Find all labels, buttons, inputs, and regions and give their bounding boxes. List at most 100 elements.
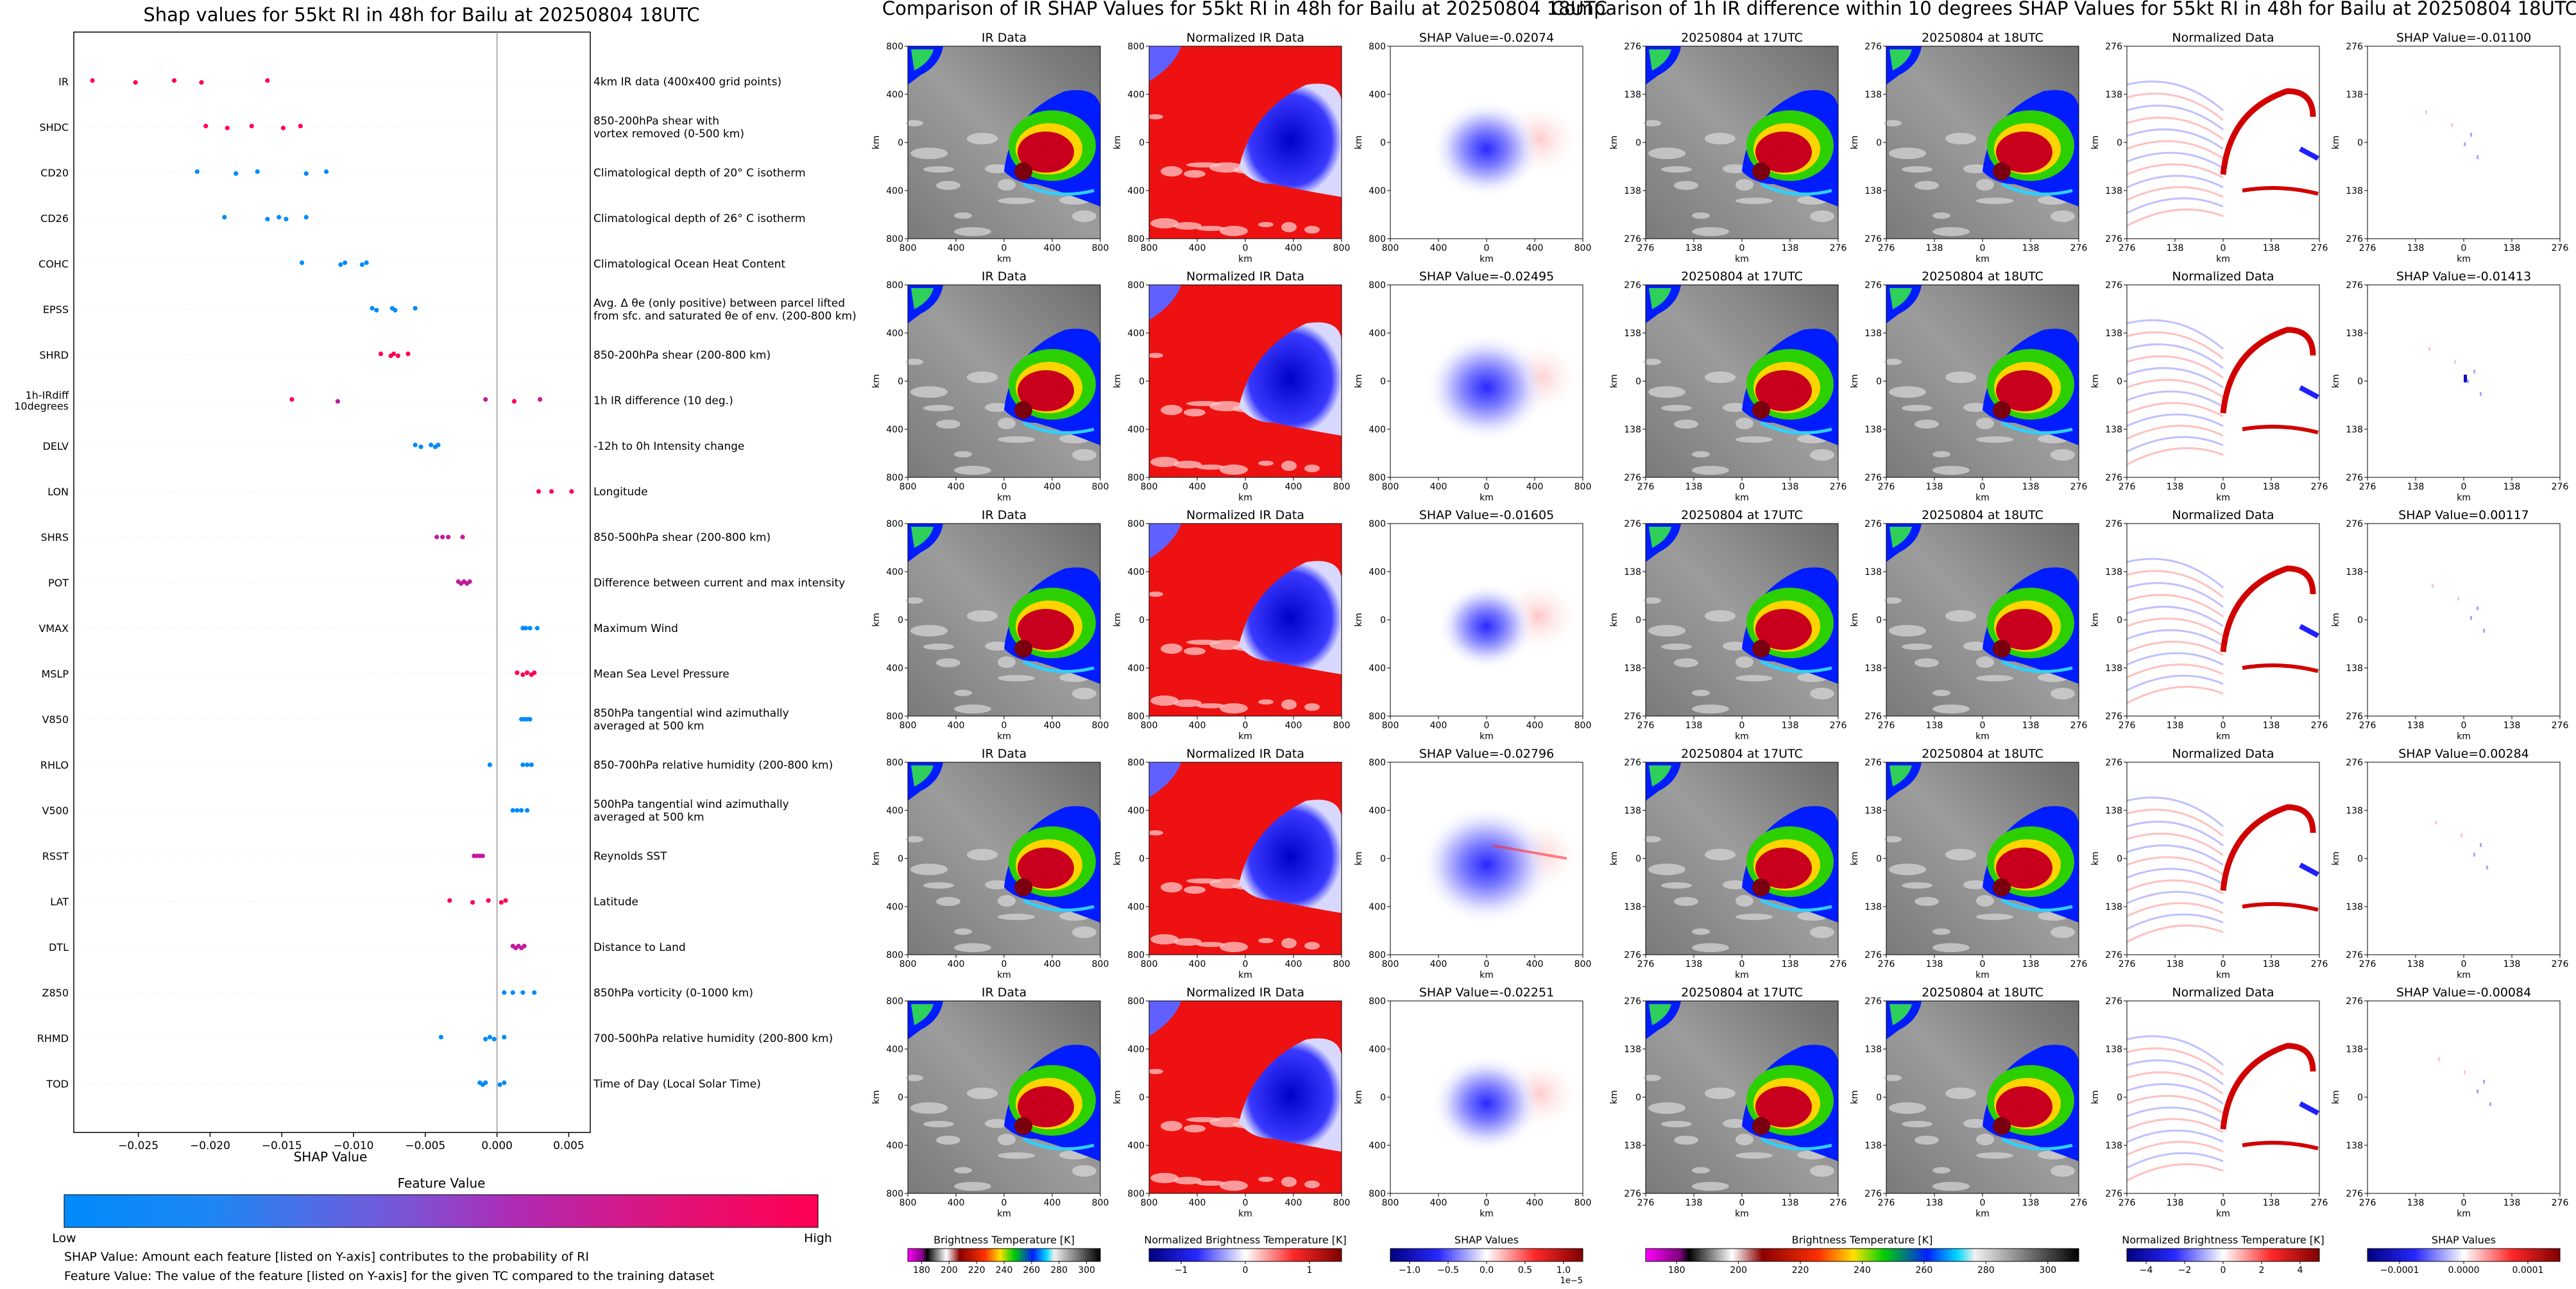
y-axis-label: km xyxy=(1354,1090,1364,1104)
cloud-streak xyxy=(1723,880,1747,889)
normalized-streak xyxy=(1258,222,1274,227)
x-tick-label: 0 xyxy=(1739,1198,1745,1208)
x-axis-label: km xyxy=(2216,970,2230,980)
x-tick-label: 276 xyxy=(2070,959,2088,969)
colorbar-tick-label: 1 xyxy=(1307,1265,1313,1276)
y-tick-label: 276 xyxy=(2346,712,2363,722)
y-tick-label: 276 xyxy=(1624,473,1641,483)
cloud-streak xyxy=(1723,403,1747,412)
subplot-title: IR Data xyxy=(982,747,1027,761)
x-tick-label: 138 xyxy=(1926,1198,1943,1208)
colorbar-tick-label: 240 xyxy=(1854,1265,1871,1276)
x-tick-label: 276 xyxy=(2359,1198,2376,1208)
storm-core xyxy=(1752,1117,1770,1135)
subplot-title: SHAP Value=-0.02074 xyxy=(1419,31,1554,45)
cloud-streak xyxy=(923,644,954,650)
y-axis-label: km xyxy=(2090,374,2101,388)
x-tick-label: 138 xyxy=(1782,243,1799,253)
x-axis-label: km xyxy=(1975,731,1990,742)
shap-point xyxy=(249,123,254,129)
cloud-streak xyxy=(2051,688,2075,699)
y-tick-label: 138 xyxy=(2346,1045,2363,1055)
storm-core xyxy=(1014,640,1032,658)
x-tick-label: 276 xyxy=(2311,959,2328,969)
x-tick-label: 138 xyxy=(2167,959,2184,969)
irdiff-image xyxy=(1884,1000,2079,1194)
feature-description-label: Latitude xyxy=(593,896,638,909)
cloud-streak xyxy=(1945,371,1976,383)
y-axis-label: km xyxy=(2331,1090,2341,1104)
y-tick-label: 400 xyxy=(1369,186,1386,196)
y-tick-label: 400 xyxy=(1369,90,1386,100)
shap-point xyxy=(90,78,95,83)
cloud-streak xyxy=(1736,1152,1773,1159)
y-tick-label: 800 xyxy=(886,234,903,244)
x-tick-label: 138 xyxy=(2407,1198,2425,1208)
rain-band xyxy=(1022,421,1095,435)
normdiff-streak xyxy=(2126,163,2224,179)
cloud-streak xyxy=(910,864,948,875)
x-axis-label: km xyxy=(1975,970,1990,980)
y-axis-label: km xyxy=(1354,851,1364,866)
y-tick-label: 800 xyxy=(886,950,903,960)
x-axis-label: km xyxy=(1480,970,1494,980)
normalized-diff-image xyxy=(2126,46,2320,239)
storm-red xyxy=(1755,132,1812,173)
shap-point xyxy=(483,397,488,402)
x-tick-label: 0 xyxy=(2461,1198,2467,1208)
subplot-title: Normalized Data xyxy=(2172,508,2274,522)
shap-point xyxy=(523,626,528,631)
convection-core xyxy=(1649,527,1671,548)
y-tick-label: 138 xyxy=(2346,902,2363,912)
cloud-streak xyxy=(1736,198,1773,204)
cloud-streak xyxy=(1902,405,1932,411)
shap-point xyxy=(447,898,452,903)
storm-core xyxy=(1993,878,2011,896)
cloud-streak xyxy=(923,166,954,173)
normdiff-band xyxy=(2220,1043,2316,1130)
normalized-streak xyxy=(1184,886,1206,894)
x-tick-label: 0.000 xyxy=(481,1140,513,1152)
shap-point xyxy=(515,808,520,813)
cloud-streak xyxy=(1723,642,1747,651)
y-tick-label: 800 xyxy=(886,473,903,483)
x-tick-label: 800 xyxy=(1382,959,1399,969)
x-tick-label: 400 xyxy=(948,1198,965,1208)
normdiff-blue xyxy=(2299,624,2319,638)
y-tick-label: 0 xyxy=(1635,377,1641,387)
cloud-streak xyxy=(1705,610,1736,622)
subplot-title: 20250804 at 18UTC xyxy=(1922,986,2043,1000)
normdiff-streak xyxy=(2126,924,2224,943)
normdiff-streak xyxy=(2126,331,2224,360)
y-tick-label: 0 xyxy=(898,854,903,864)
y-tick-label: 800 xyxy=(1369,758,1386,768)
x-axis-label: km xyxy=(2457,731,2471,742)
normdiff-band xyxy=(2242,663,2319,673)
y-tick-label: 400 xyxy=(886,1045,903,1055)
y-tick-label: 800 xyxy=(1127,519,1145,529)
y-tick-label: 800 xyxy=(886,996,903,1007)
storm-red xyxy=(1996,609,2052,650)
y-axis-label: km xyxy=(2331,135,2341,149)
x-tick-label: 138 xyxy=(2167,721,2184,731)
cloud-streak xyxy=(1692,928,1710,935)
x-tick-label: 400 xyxy=(1526,243,1544,253)
normalized-streak xyxy=(1281,1177,1297,1187)
subplot-title: SHAP Value=-0.02796 xyxy=(1419,747,1554,761)
x-tick-label: 400 xyxy=(1526,482,1544,492)
normdiff-streak xyxy=(2126,128,2224,150)
shap-point xyxy=(520,990,525,995)
x-axis-label: km xyxy=(997,254,1011,264)
normdiff-streak xyxy=(2126,663,2224,679)
x-axis-label: km xyxy=(1735,254,1749,264)
x-tick-label: 138 xyxy=(2167,243,2184,253)
cloud-streak xyxy=(1643,120,1661,126)
cloud-streak xyxy=(985,164,1009,173)
storm-core xyxy=(1993,640,2011,658)
cloud-streak xyxy=(905,1075,923,1081)
x-tick-label: 400 xyxy=(1526,721,1544,731)
x-axis-label: km xyxy=(1735,1209,1749,1219)
x-tick-label: 0 xyxy=(1980,243,1986,253)
y-axis-label: km xyxy=(1609,851,1619,866)
cloud-streak xyxy=(1692,227,1729,236)
